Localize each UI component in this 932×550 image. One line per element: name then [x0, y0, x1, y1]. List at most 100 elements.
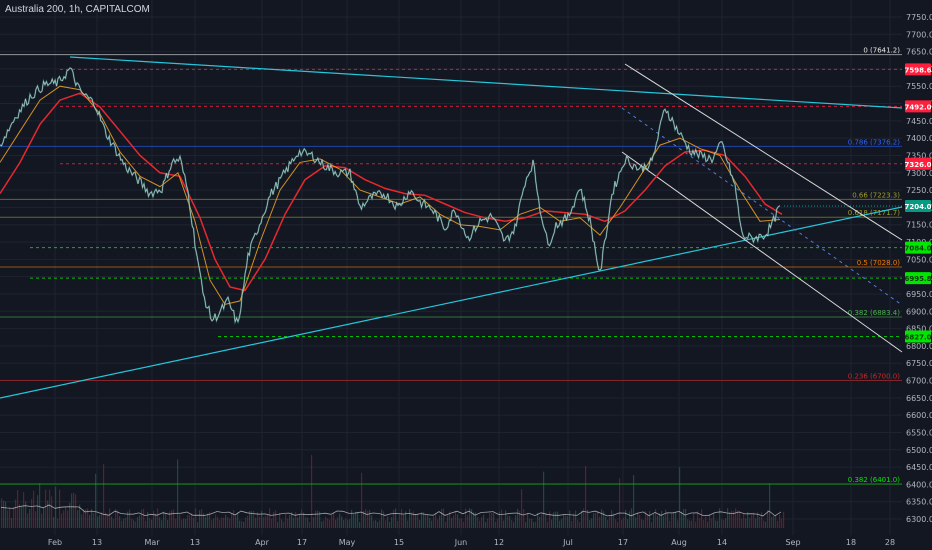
- volume-bar: [21, 506, 23, 528]
- price-badges: 7598.6 7492.0 7326.0 7084.0 6995.8 6827.0 7204…: [784, 63, 932, 343]
- volume-bar: [611, 510, 613, 528]
- y-tick-label: 7300.0: [906, 169, 932, 178]
- volume-bar: [311, 454, 313, 528]
- volume-bar: [637, 512, 639, 528]
- volume-bar: [315, 510, 317, 528]
- x-tick-label: 13: [92, 538, 102, 547]
- volume-bar: [677, 520, 679, 528]
- volume-bar: [47, 500, 49, 528]
- volume-bar: [385, 520, 387, 528]
- volume-bar: [159, 517, 161, 528]
- volume-bar: [471, 509, 473, 528]
- volume-bar: [221, 517, 223, 528]
- volume-bar: [301, 509, 303, 528]
- level-badge: [905, 241, 931, 254]
- volume-bar: [63, 510, 65, 528]
- volume-bar: [389, 521, 391, 528]
- volume-bar: [439, 515, 441, 528]
- volume-bar: [307, 517, 309, 528]
- volume-bar: [491, 512, 493, 528]
- volume-bar: [539, 516, 541, 528]
- volume-bar: [723, 519, 725, 528]
- volume-bar: [645, 511, 647, 528]
- volume-bar: [123, 518, 125, 528]
- volume-bar: [533, 521, 535, 528]
- volume-bar: [501, 509, 503, 528]
- volume-bar: [1, 498, 3, 528]
- volume-bar: [23, 492, 25, 528]
- volume-bar: [511, 520, 513, 528]
- volume-bar: [563, 514, 565, 528]
- volume-bar: [177, 459, 179, 528]
- volume-bar: [15, 499, 17, 528]
- x-tick-label: Apr: [255, 538, 270, 547]
- volume-bar: [679, 467, 681, 528]
- volume-bar: [95, 473, 97, 528]
- volume-bar: [759, 516, 761, 528]
- volume-bar: [239, 520, 241, 528]
- volume-bar: [303, 512, 305, 528]
- volume-bar: [361, 472, 363, 528]
- volume-bar: [451, 517, 453, 528]
- x-tick-label: Feb: [48, 538, 62, 547]
- volume-bar: [671, 513, 673, 528]
- volume-bar: [683, 509, 685, 528]
- x-tick-label: Aug: [671, 538, 687, 547]
- volume-bar: [655, 509, 657, 528]
- volume-bar: [509, 516, 511, 528]
- volume-bar: [599, 516, 601, 528]
- volume-bar: [235, 516, 237, 528]
- volume-bar: [3, 500, 5, 528]
- volume-bar: [409, 508, 411, 528]
- y-tick-label: 6650.0: [906, 394, 932, 403]
- volume-bar: [133, 520, 135, 528]
- volume-bar: [719, 508, 721, 528]
- volume-bar: [443, 508, 445, 528]
- y-tick-label: 7550.0: [906, 82, 932, 91]
- volume-bar: [545, 513, 547, 528]
- volume-bar: [391, 517, 393, 528]
- volume-bar: [191, 513, 193, 528]
- x-tick-label: Mar: [144, 538, 160, 547]
- volume-bar: [431, 520, 433, 528]
- volume-bar: [705, 516, 707, 528]
- volume-bar: [701, 509, 703, 528]
- volume-bar: [147, 511, 149, 528]
- volume-bar: [61, 513, 63, 528]
- volume-bar: [773, 516, 775, 528]
- volume-bar: [233, 509, 235, 528]
- volume-bar: [55, 486, 57, 528]
- trendline-layer: [0, 56, 903, 399]
- volume-bar: [713, 513, 715, 528]
- volume-bar: [589, 519, 591, 528]
- volume-bar: [79, 504, 81, 528]
- volume-bar: [257, 512, 259, 528]
- volume-bar: [185, 518, 187, 528]
- volume-bar: [507, 515, 509, 528]
- volume-bar: [205, 516, 207, 528]
- volume-bar: [265, 515, 267, 528]
- volume-bar: [77, 510, 79, 528]
- volume-bar: [619, 478, 621, 528]
- volume-bar: [331, 515, 333, 528]
- volume-bar: [567, 516, 569, 528]
- volume-bar: [341, 516, 343, 528]
- volume-bar: [261, 510, 263, 528]
- volume-bar: [685, 508, 687, 528]
- volume-bar: [349, 519, 351, 528]
- volume-bar: [435, 513, 437, 528]
- volume-bar: [643, 520, 645, 528]
- volume-bar: [455, 511, 457, 528]
- volume-average-line: [0, 504, 782, 517]
- y-tick-label: 7450.0: [906, 117, 932, 126]
- volume-bar: [715, 520, 717, 528]
- volume-bar: [747, 512, 749, 528]
- volume-bar: [749, 517, 751, 528]
- volume-bar: [313, 517, 315, 528]
- volume-bar: [11, 518, 13, 528]
- volume-bar: [641, 519, 643, 528]
- y-tick-label: 6450.0: [906, 463, 932, 472]
- volume-bar: [339, 513, 341, 528]
- volume-bar: [517, 508, 519, 528]
